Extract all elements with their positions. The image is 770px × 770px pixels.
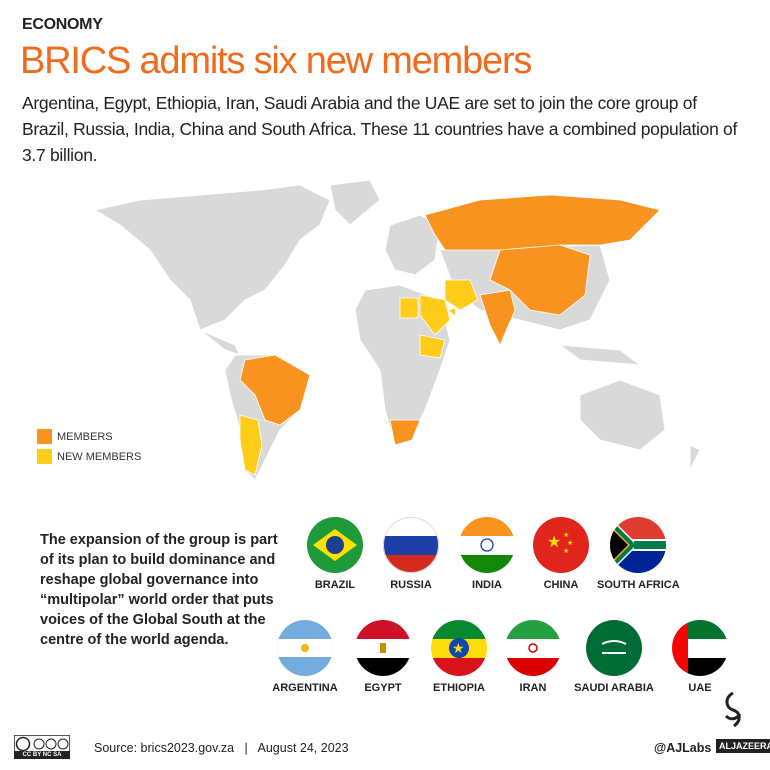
members-swatch bbox=[37, 429, 52, 444]
uae-region bbox=[447, 307, 457, 317]
svg-text:★: ★ bbox=[547, 532, 561, 551]
russia-region bbox=[424, 194, 661, 251]
iran-flag-icon bbox=[505, 620, 561, 676]
central-america bbox=[199, 329, 241, 356]
country-label: UAE bbox=[688, 682, 712, 694]
ethiopia-flag-icon: ★ bbox=[431, 620, 487, 676]
greenland bbox=[329, 179, 381, 226]
new-members-swatch bbox=[37, 449, 52, 464]
russia-flag-icon bbox=[383, 517, 439, 573]
svg-text:★: ★ bbox=[563, 547, 569, 555]
svg-text:★: ★ bbox=[567, 539, 573, 547]
svg-text:★: ★ bbox=[452, 641, 465, 657]
australia bbox=[579, 379, 666, 451]
argentina-flag-icon bbox=[277, 620, 333, 676]
country-label: INDIA bbox=[472, 579, 502, 591]
section-label: ECONOMY bbox=[22, 16, 103, 33]
intro-text: Argentina, Egypt, Ethiopia, Iran, Saudi … bbox=[22, 93, 738, 165]
new-zealand bbox=[689, 444, 701, 471]
country-label: RUSSIA bbox=[390, 579, 432, 591]
saudi-arabia-region bbox=[419, 294, 451, 336]
europe bbox=[384, 214, 441, 276]
china-region bbox=[489, 244, 591, 316]
legend-members: MEMBERS bbox=[37, 429, 141, 444]
expansion-note: The expansion of the group is part of it… bbox=[40, 532, 278, 648]
legend-new-members: NEW MEMBERS bbox=[37, 449, 141, 464]
svg-text:★: ★ bbox=[563, 531, 569, 539]
iran-region bbox=[444, 279, 479, 311]
country-label: SOUTH AFRICA bbox=[597, 579, 680, 591]
new-member-ethiopia: ★ ETHIOPIA bbox=[418, 620, 500, 694]
new-member-saudi-arabia: SAUDI ARABIA bbox=[573, 620, 655, 694]
member-russia: RUSSIA bbox=[370, 517, 452, 591]
new-member-iran: IRAN bbox=[492, 620, 574, 694]
world-map bbox=[93, 179, 701, 481]
china-flag-icon: ★ ★★★ bbox=[533, 517, 589, 573]
aljazeera-logo-icon bbox=[724, 691, 742, 728]
brazil-region bbox=[239, 354, 311, 426]
north-america bbox=[93, 184, 331, 331]
legend-label: NEW MEMBERS bbox=[57, 450, 142, 463]
new-member-egypt: EGYPT bbox=[342, 620, 424, 694]
argentina-region bbox=[239, 414, 263, 476]
footer: cc by nc sa Source: brics2023.gov.za | A… bbox=[14, 733, 770, 763]
country-label: CHINA bbox=[543, 579, 579, 591]
new-member-uae: UAE bbox=[659, 620, 741, 694]
ethiopia-region bbox=[419, 334, 446, 359]
india-region bbox=[479, 289, 516, 346]
india-flag-icon bbox=[459, 517, 515, 573]
legend-label: MEMBERS bbox=[57, 430, 113, 443]
southeast-asia bbox=[558, 344, 642, 366]
country-label: EGYPT bbox=[364, 682, 402, 694]
map-legend: MEMBERS NEW MEMBERS bbox=[37, 429, 141, 464]
saudi-arabia-flag-icon bbox=[586, 620, 642, 676]
ajlabs-handle: @AJLabs bbox=[654, 741, 712, 755]
member-china: ★ ★ ★ ★ CHINA bbox=[520, 517, 602, 591]
aljazeera-wordmark: ALJAZEERA bbox=[716, 739, 770, 753]
egypt-region bbox=[399, 297, 419, 319]
country-label: BRAZIL bbox=[314, 579, 356, 591]
source-and-date: Source: brics2023.gov.za | August 24, 20… bbox=[94, 741, 349, 755]
south-africa-flag-icon bbox=[610, 517, 666, 573]
creative-commons-license-icon bbox=[14, 735, 70, 759]
country-label: IRAN bbox=[519, 682, 547, 694]
brazil-flag-icon bbox=[307, 517, 363, 573]
country-label: SAUDI ARABIA bbox=[574, 682, 654, 694]
country-label: ARGENTINA bbox=[272, 682, 338, 694]
headline: BRICS admits six new members bbox=[20, 40, 532, 82]
member-india: INDIA bbox=[446, 517, 528, 591]
member-south-africa: SOUTH AFRICA bbox=[597, 517, 680, 591]
license-label: cc by nc sa bbox=[22, 752, 62, 758]
country-label: ETHIOPIA bbox=[433, 682, 485, 694]
egypt-flag-icon bbox=[355, 620, 411, 676]
new-member-argentina: ARGENTINA bbox=[264, 620, 346, 694]
member-brazil: BRAZIL bbox=[294, 517, 376, 591]
uae-flag-icon bbox=[672, 620, 728, 676]
south-africa-region bbox=[389, 419, 421, 446]
